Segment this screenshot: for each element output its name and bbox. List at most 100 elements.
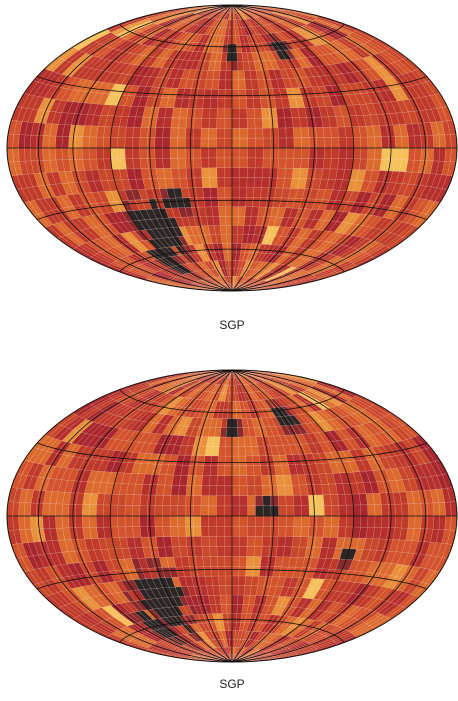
sky-pixel — [236, 418, 244, 428]
sky-pixel — [323, 147, 332, 159]
sky-pixel — [301, 505, 310, 517]
sky-pixel — [407, 147, 416, 161]
sky-pixel — [237, 594, 245, 605]
sky-pixel — [275, 177, 285, 189]
sky-pixel — [29, 135, 38, 149]
sky-pixel — [267, 187, 277, 198]
sky-pixel — [224, 187, 233, 198]
sky-pixel — [68, 504, 76, 517]
sky-pixel — [216, 505, 225, 517]
sky-pixel — [243, 70, 252, 80]
sky-pixel — [48, 515, 57, 529]
sky-pixel — [216, 485, 225, 496]
sky-pixel — [208, 495, 217, 507]
sky-pixel — [224, 98, 233, 109]
sky-pixel — [258, 455, 268, 466]
sky-pixel — [238, 79, 246, 90]
sky-pixel — [200, 127, 210, 139]
sky-pixel — [154, 505, 163, 517]
sky-pixel — [231, 52, 238, 62]
sky-pixel — [239, 137, 248, 149]
sky-pixel — [88, 136, 97, 149]
sky-pixel — [231, 525, 240, 537]
sky-pixel — [301, 515, 310, 527]
sky-pixel — [268, 107, 278, 119]
sky-pixel — [231, 61, 239, 71]
sky-pixel — [55, 135, 63, 149]
sky-pixel — [278, 137, 287, 149]
sky-pixel — [194, 475, 203, 486]
sky-pixel — [201, 485, 210, 496]
sky-pixel — [68, 136, 76, 149]
sky-pixel — [225, 70, 233, 81]
sky-pixel — [277, 157, 287, 169]
sky-pixel — [231, 536, 240, 547]
sky-pixel — [262, 505, 272, 517]
sky-pixel — [192, 505, 202, 517]
sky-pixel — [236, 52, 244, 62]
sky-pixel — [208, 167, 218, 178]
sky-pixel — [95, 515, 104, 528]
sky-pixel — [208, 118, 218, 129]
sky-pixel — [268, 546, 278, 557]
sky-pixel — [225, 436, 233, 447]
sky-pixel — [284, 117, 294, 129]
sky-pixel — [75, 504, 83, 517]
parallel — [36, 199, 428, 220]
sky-pixel — [237, 225, 245, 235]
sky-pixel — [203, 88, 212, 99]
sky-pixel — [194, 546, 203, 557]
sky-pixel — [246, 475, 255, 486]
sky-pixel — [124, 515, 133, 527]
sky-pixel — [95, 504, 104, 517]
sky-pixel — [216, 536, 225, 547]
sky-pixel — [338, 515, 347, 528]
sky-pixel — [209, 475, 218, 486]
sky-pixel — [299, 117, 309, 128]
sky-pixel — [185, 117, 195, 129]
sky-pixel — [117, 494, 127, 506]
sky-pixel — [322, 526, 332, 538]
sky-pixel — [177, 137, 186, 149]
sky-pixel — [48, 503, 57, 517]
sky-pixel — [394, 503, 403, 517]
sky-pixel — [414, 503, 422, 517]
sky-pixel — [262, 485, 271, 496]
sky-pixel — [293, 157, 302, 169]
sky-pixel — [169, 505, 178, 517]
sky-pixel — [225, 427, 233, 438]
sky-pixel — [185, 505, 194, 517]
sky-pixel — [226, 43, 233, 53]
sky-pixel — [185, 526, 194, 537]
sky-pixel — [146, 505, 156, 517]
sky-pixel — [252, 197, 261, 208]
sky-pixel — [367, 136, 376, 149]
sky-pixel — [125, 526, 134, 538]
sky-pixel — [216, 495, 225, 507]
sky-pixel — [360, 504, 369, 517]
sky-pixel — [237, 427, 245, 438]
sky-pixel — [315, 526, 325, 538]
sky-pixel — [226, 418, 233, 428]
sky-pixel — [262, 495, 271, 506]
sky-pixel — [185, 515, 194, 527]
sky-pixel — [132, 505, 141, 517]
sky-pixel — [246, 108, 255, 119]
sky-pixel — [432, 134, 440, 149]
sky-pixel — [277, 495, 287, 506]
sky-pixel — [18, 147, 26, 162]
sky-pixel — [132, 526, 142, 538]
sky-pixel — [124, 137, 133, 149]
sky-pixel — [239, 157, 248, 168]
sky-pixel — [381, 147, 389, 160]
sky-pixel — [201, 475, 211, 486]
sky-pixel — [194, 177, 203, 188]
sky-pixel — [246, 187, 255, 198]
sky-pixel — [202, 465, 211, 476]
sky-pixel — [254, 485, 263, 496]
sky-pixel — [178, 117, 187, 129]
sky-pixel — [154, 515, 163, 527]
sky-pixel — [316, 147, 325, 159]
sky-pixel — [254, 167, 263, 178]
